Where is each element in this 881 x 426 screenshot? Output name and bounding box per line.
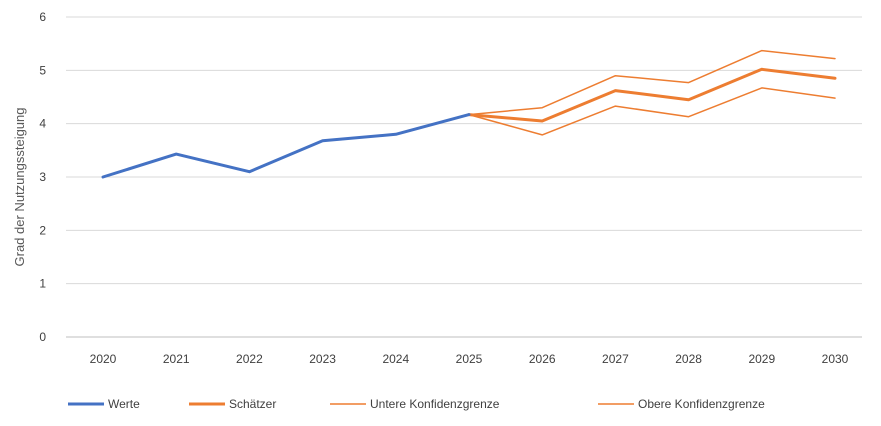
x-tick-label: 2023 bbox=[309, 352, 336, 366]
series-line-2 bbox=[468, 87, 836, 136]
legend-label: Werte bbox=[108, 397, 140, 411]
y-axis-ticks: 0 1 2 3 4 5 6 bbox=[39, 10, 46, 344]
legend-item: Untere Konfidenzgrenze bbox=[330, 397, 500, 411]
x-tick-label: 2021 bbox=[163, 352, 190, 366]
legend-label: Schätzer bbox=[229, 397, 276, 411]
x-tick-label: 2024 bbox=[382, 352, 409, 366]
legend-item: Obere Konfidenzgrenze bbox=[598, 397, 765, 411]
legend-label: Untere Konfidenzgrenze bbox=[370, 397, 500, 411]
legend-item: Schätzer bbox=[189, 397, 276, 411]
x-axis-ticks: 2020 2021 2022 2023 2024 2025 2026 2027 2028 2029… bbox=[90, 352, 849, 366]
gridlines bbox=[66, 16, 862, 338]
x-tick-label: 2025 bbox=[456, 352, 483, 366]
legend-item: Werte bbox=[68, 397, 140, 411]
y-tick-label: 2 bbox=[39, 223, 46, 237]
legend: Werte Schätzer Untere Konfidenzgrenze Obere… bbox=[68, 397, 765, 411]
y-tick-label: 3 bbox=[39, 170, 46, 184]
x-tick-label: 2027 bbox=[602, 352, 629, 366]
x-tick-label: 2028 bbox=[675, 352, 702, 366]
series-line-0 bbox=[101, 113, 471, 179]
y-tick-label: 0 bbox=[39, 330, 46, 344]
y-axis-title: Grad der Nutzungssteigung bbox=[12, 108, 27, 267]
series-line-1 bbox=[467, 67, 837, 123]
legend-label: Obere Konfidenzgrenze bbox=[638, 397, 765, 411]
series-line-3 bbox=[468, 49, 836, 116]
x-tick-label: 2026 bbox=[529, 352, 556, 366]
y-tick-label: 1 bbox=[39, 277, 46, 291]
y-tick-label: 5 bbox=[39, 63, 46, 77]
x-tick-label: 2020 bbox=[90, 352, 117, 366]
y-tick-label: 4 bbox=[39, 117, 46, 131]
y-tick-label: 6 bbox=[39, 10, 46, 24]
series-lines bbox=[101, 49, 837, 179]
x-tick-label: 2022 bbox=[236, 352, 263, 366]
x-tick-label: 2029 bbox=[748, 352, 775, 366]
x-tick-label: 2030 bbox=[822, 352, 849, 366]
